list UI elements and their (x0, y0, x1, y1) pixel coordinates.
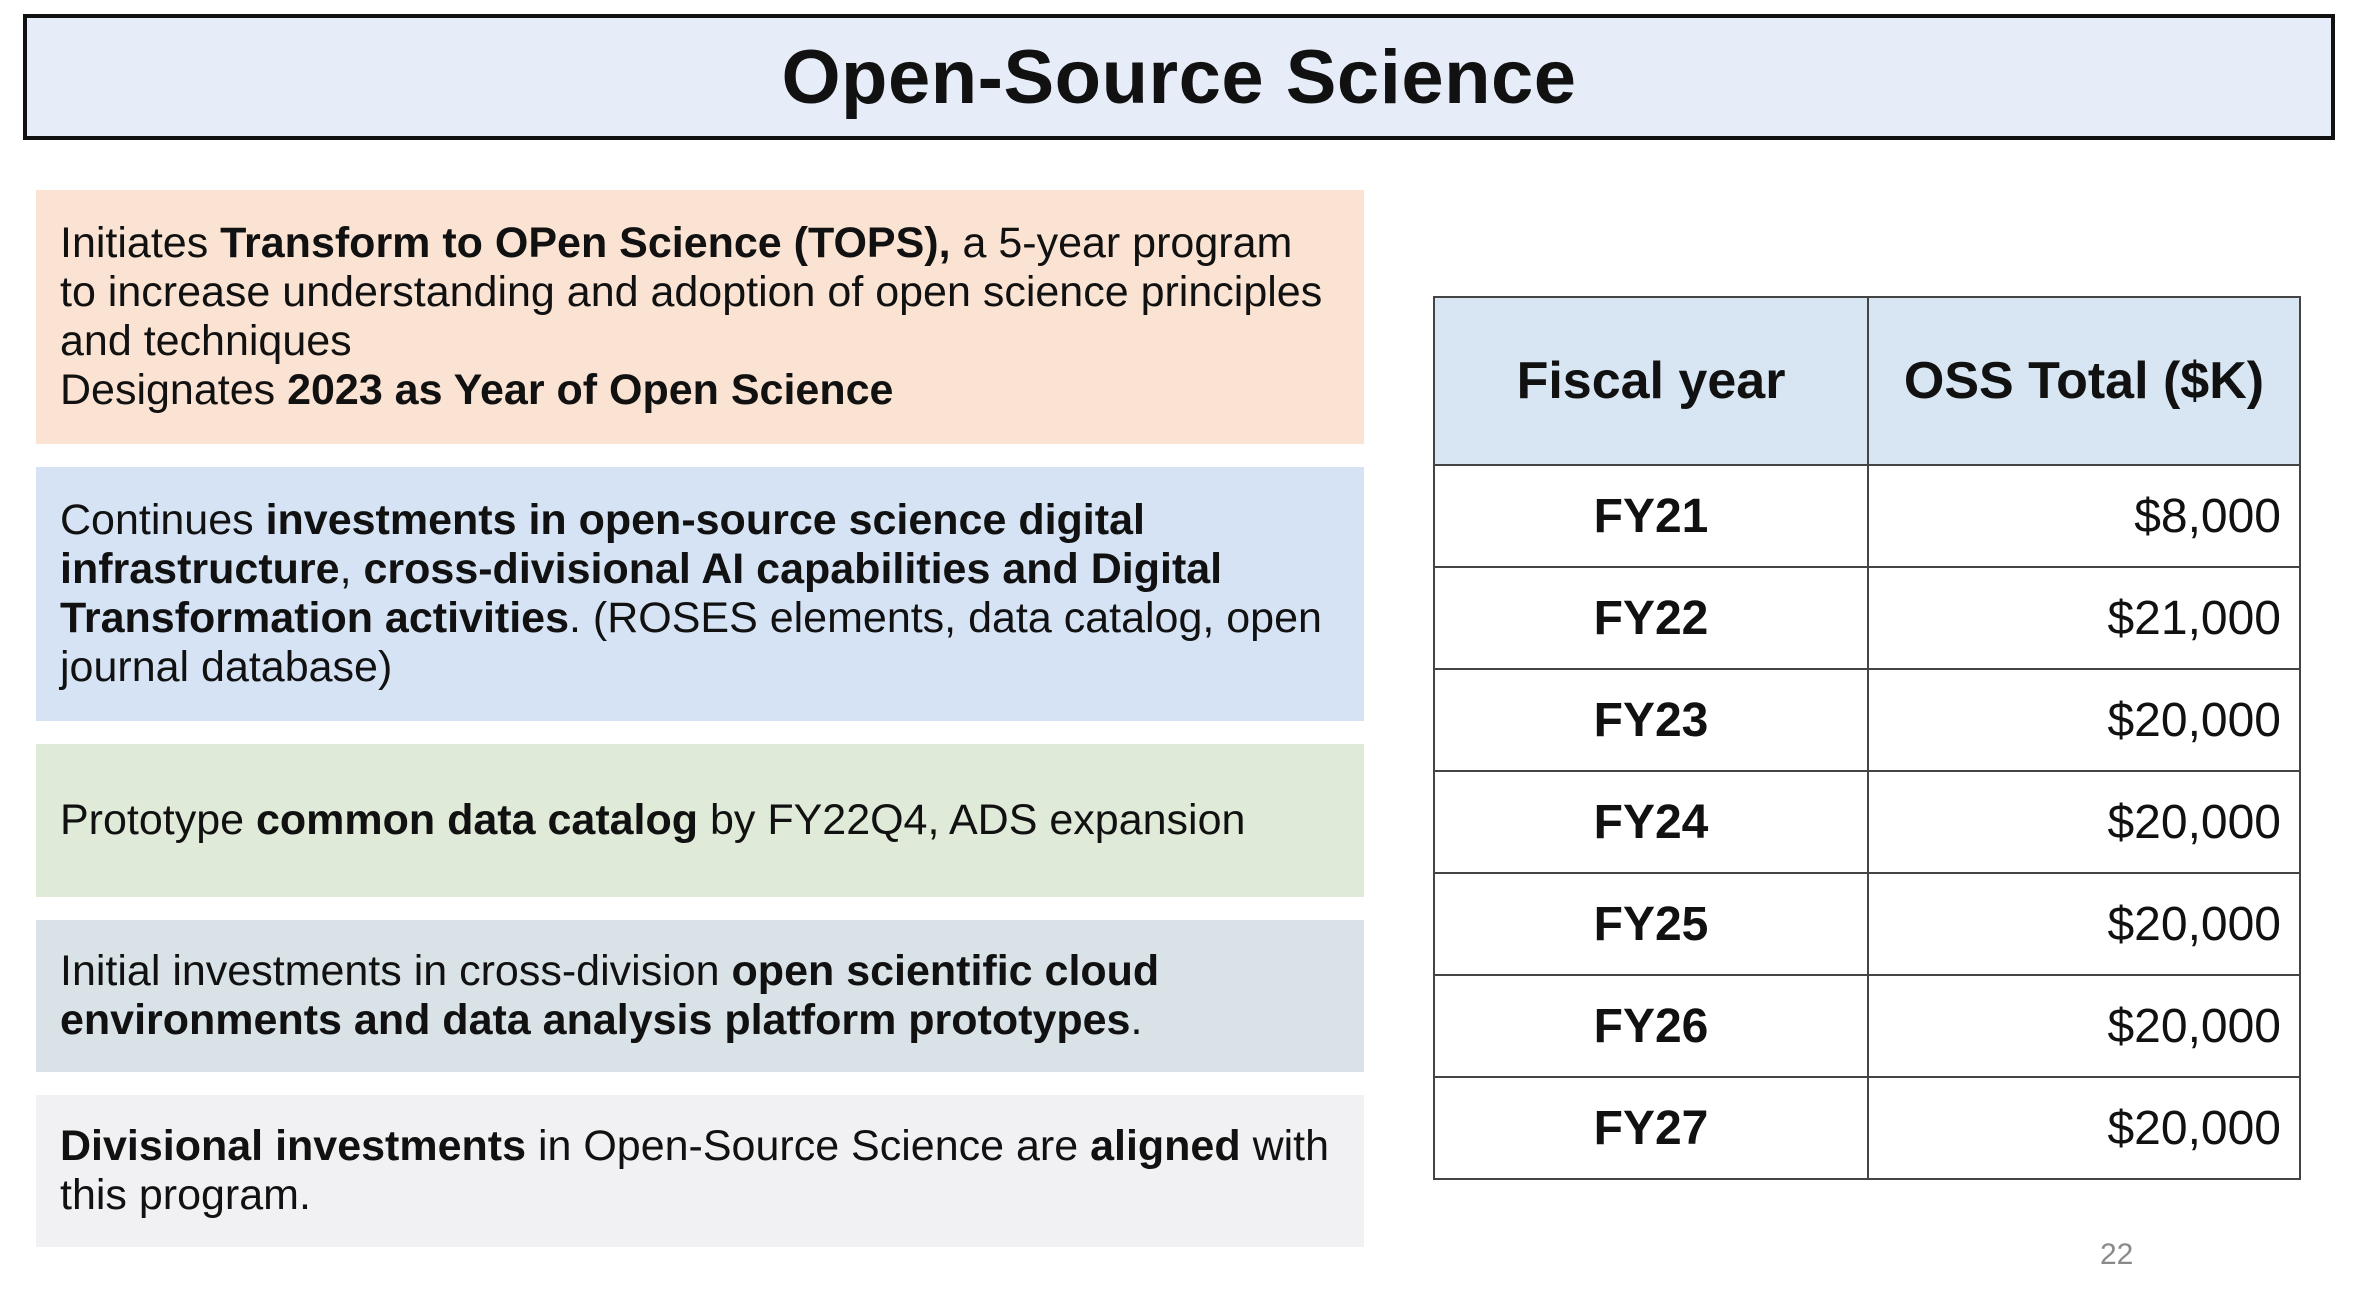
fiscal-year-cell: FY25 (1433, 872, 1869, 976)
oss-total-cell: $20,000 (1867, 668, 2301, 772)
data-catalog-text: Prototype common data catalog by FY22Q4,… (60, 796, 1246, 844)
tops-line-1: Initiates Transform to OPen Science (TOP… (60, 219, 1323, 365)
oss-total-cell: $20,000 (1867, 974, 2301, 1078)
infrastructure-text: Continues investments in open-source sci… (60, 496, 1322, 691)
tops-line-2: Designates 2023 as Year of Open Science (60, 366, 894, 414)
oss-total-cell: $20,000 (1867, 1076, 2301, 1180)
divisional-investments-text: Divisional investments in Open-Source Sc… (60, 1122, 1330, 1219)
title-bar: Open-Source Science (23, 14, 2335, 140)
table-row: FY25 $20,000 (1433, 872, 2301, 976)
oss-budget-table: Fiscal year OSS Total ($K) FY21 $8,000 F… (1433, 296, 2301, 1180)
tops-box: Initiates Transform to OPen Science (TOP… (36, 190, 1364, 444)
table-row: FY27 $20,000 (1433, 1076, 2301, 1180)
table-row: FY23 $20,000 (1433, 668, 2301, 772)
data-catalog-box: Prototype common data catalog by FY22Q4,… (36, 744, 1364, 897)
fiscal-year-cell: FY27 (1433, 1076, 1869, 1180)
cloud-environments-box: Initial investments in cross-division op… (36, 920, 1364, 1072)
table-row: FY21 $8,000 (1433, 464, 2301, 568)
fiscal-year-cell: FY23 (1433, 668, 1869, 772)
fiscal-year-cell: FY21 (1433, 464, 1869, 568)
cloud-environments-text: Initial investments in cross-division op… (60, 947, 1160, 1044)
page-number: 22 (2100, 1238, 2134, 1271)
table-row: FY26 $20,000 (1433, 974, 2301, 1078)
fiscal-year-header: Fiscal year (1433, 296, 1869, 466)
infrastructure-box: Continues investments in open-source sci… (36, 467, 1364, 721)
fiscal-year-cell: FY22 (1433, 566, 1869, 670)
fiscal-year-cell: FY24 (1433, 770, 1869, 874)
oss-total-cell: $20,000 (1867, 872, 2301, 976)
table-header-row: Fiscal year OSS Total ($K) (1433, 296, 2301, 466)
fiscal-year-cell: FY26 (1433, 974, 1869, 1078)
oss-total-cell: $21,000 (1867, 566, 2301, 670)
oss-total-cell: $20,000 (1867, 770, 2301, 874)
slide-title: Open-Source Science (781, 34, 1577, 120)
table-row: FY24 $20,000 (1433, 770, 2301, 874)
oss-total-cell: $8,000 (1867, 464, 2301, 568)
divisional-investments-box: Divisional investments in Open-Source Sc… (36, 1095, 1364, 1247)
table-row: FY22 $21,000 (1433, 566, 2301, 670)
oss-total-header: OSS Total ($K) (1867, 296, 2301, 466)
